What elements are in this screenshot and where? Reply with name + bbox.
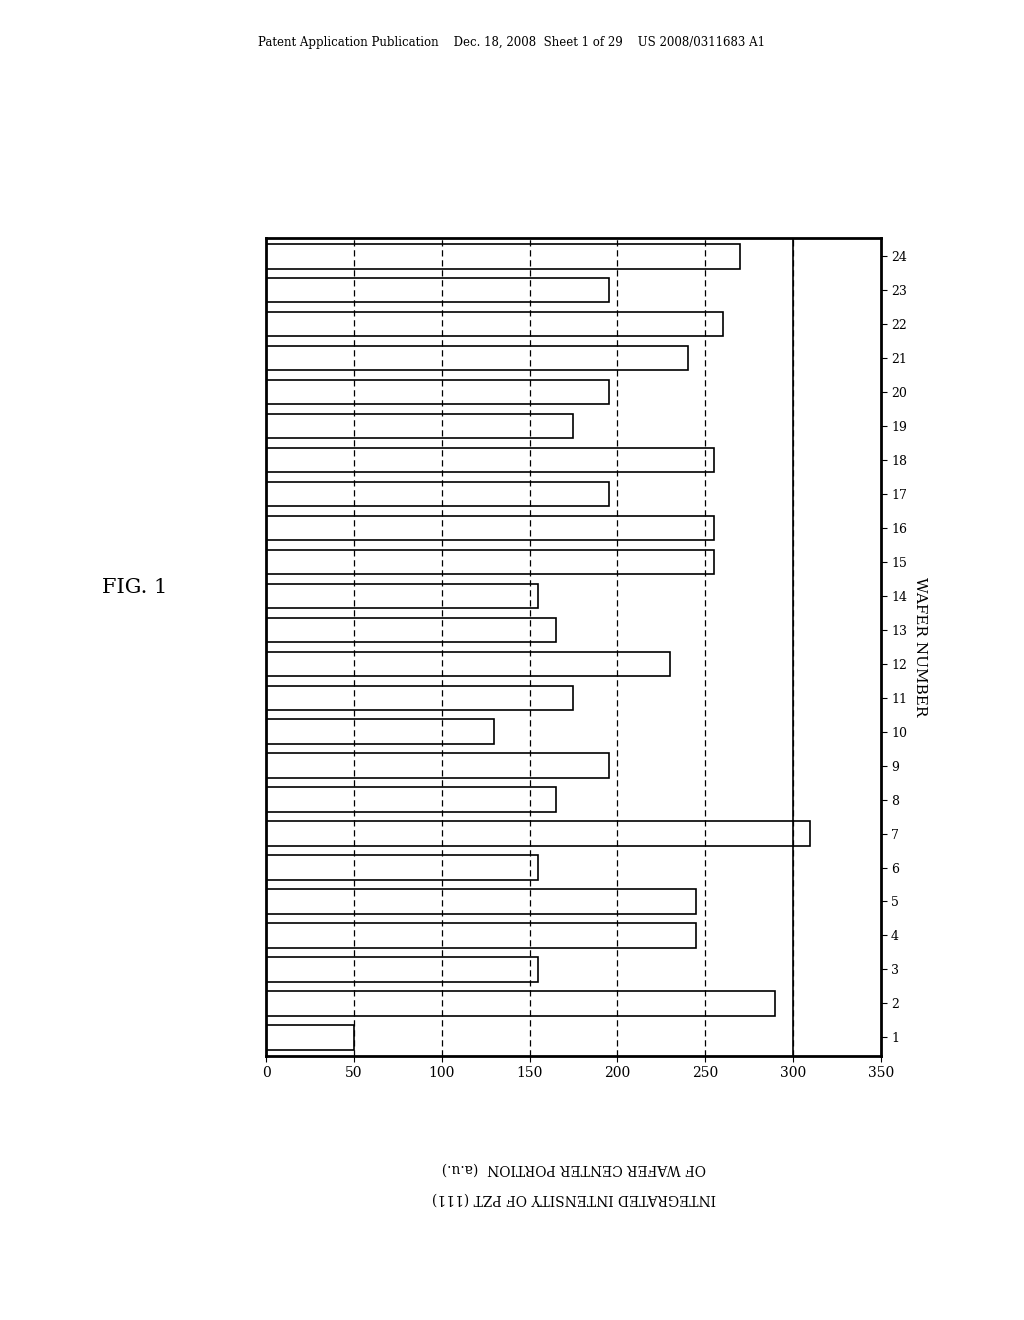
Bar xyxy=(266,855,539,879)
Bar xyxy=(266,1026,354,1049)
Bar xyxy=(266,583,539,609)
Bar xyxy=(266,414,573,438)
Bar xyxy=(266,549,714,574)
Bar xyxy=(266,821,810,846)
Bar xyxy=(266,346,687,371)
Bar xyxy=(266,685,573,710)
Bar xyxy=(266,719,495,744)
Y-axis label: WAFER NUMBER: WAFER NUMBER xyxy=(912,577,927,717)
Bar xyxy=(266,516,714,540)
Text: INTEGRATED INTENSITY OF PZT (111): INTEGRATED INTENSITY OF PZT (111) xyxy=(431,1192,716,1205)
Text: OF WAFER CENTER PORTION  (a.u.): OF WAFER CENTER PORTION (a.u.) xyxy=(441,1162,706,1175)
Bar xyxy=(266,788,556,812)
Bar xyxy=(266,754,608,777)
Bar xyxy=(266,618,556,642)
Bar xyxy=(266,482,608,506)
Bar xyxy=(266,279,608,302)
Bar xyxy=(266,923,696,948)
Text: Patent Application Publication    Dec. 18, 2008  Sheet 1 of 29    US 2008/031168: Patent Application Publication Dec. 18, … xyxy=(258,36,766,49)
Bar xyxy=(266,957,539,982)
Bar xyxy=(266,890,696,913)
Bar xyxy=(266,447,714,473)
Bar xyxy=(266,991,775,1015)
Text: FIG. 1: FIG. 1 xyxy=(102,578,168,597)
Bar xyxy=(266,312,723,337)
Bar xyxy=(266,380,608,404)
Bar xyxy=(266,652,670,676)
Bar xyxy=(266,244,740,268)
